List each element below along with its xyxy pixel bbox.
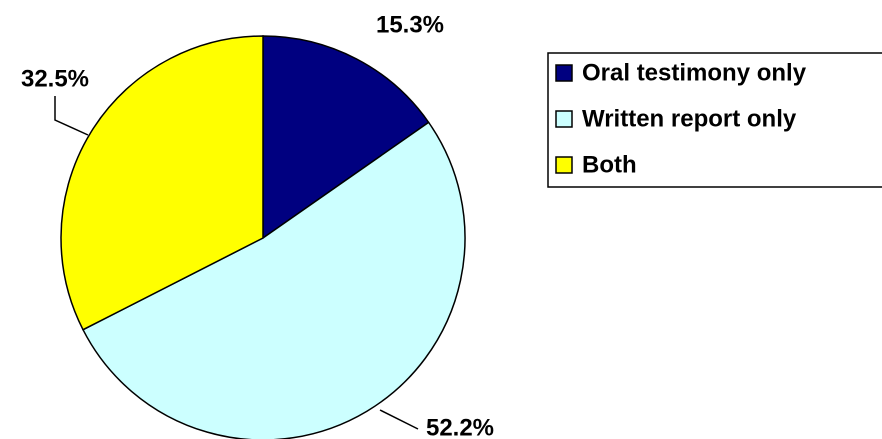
leader-line [54,96,89,136]
pie-slice [82,121,466,439]
data-label: 52.2% [426,414,494,439]
legend-swatch [555,110,573,128]
pie-slice [262,35,430,240]
data-label: 15.3% [376,11,444,38]
legend-label: Oral testimony only [582,59,807,86]
legend-swatch [555,156,573,174]
legend-label: Both [582,151,637,178]
legend-swatch [555,64,573,82]
pie-slice [60,35,264,331]
legend-box [547,52,882,188]
legend-label: Written report only [582,105,797,132]
data-label: 32.5% [21,65,89,92]
leader-line [379,409,419,430]
